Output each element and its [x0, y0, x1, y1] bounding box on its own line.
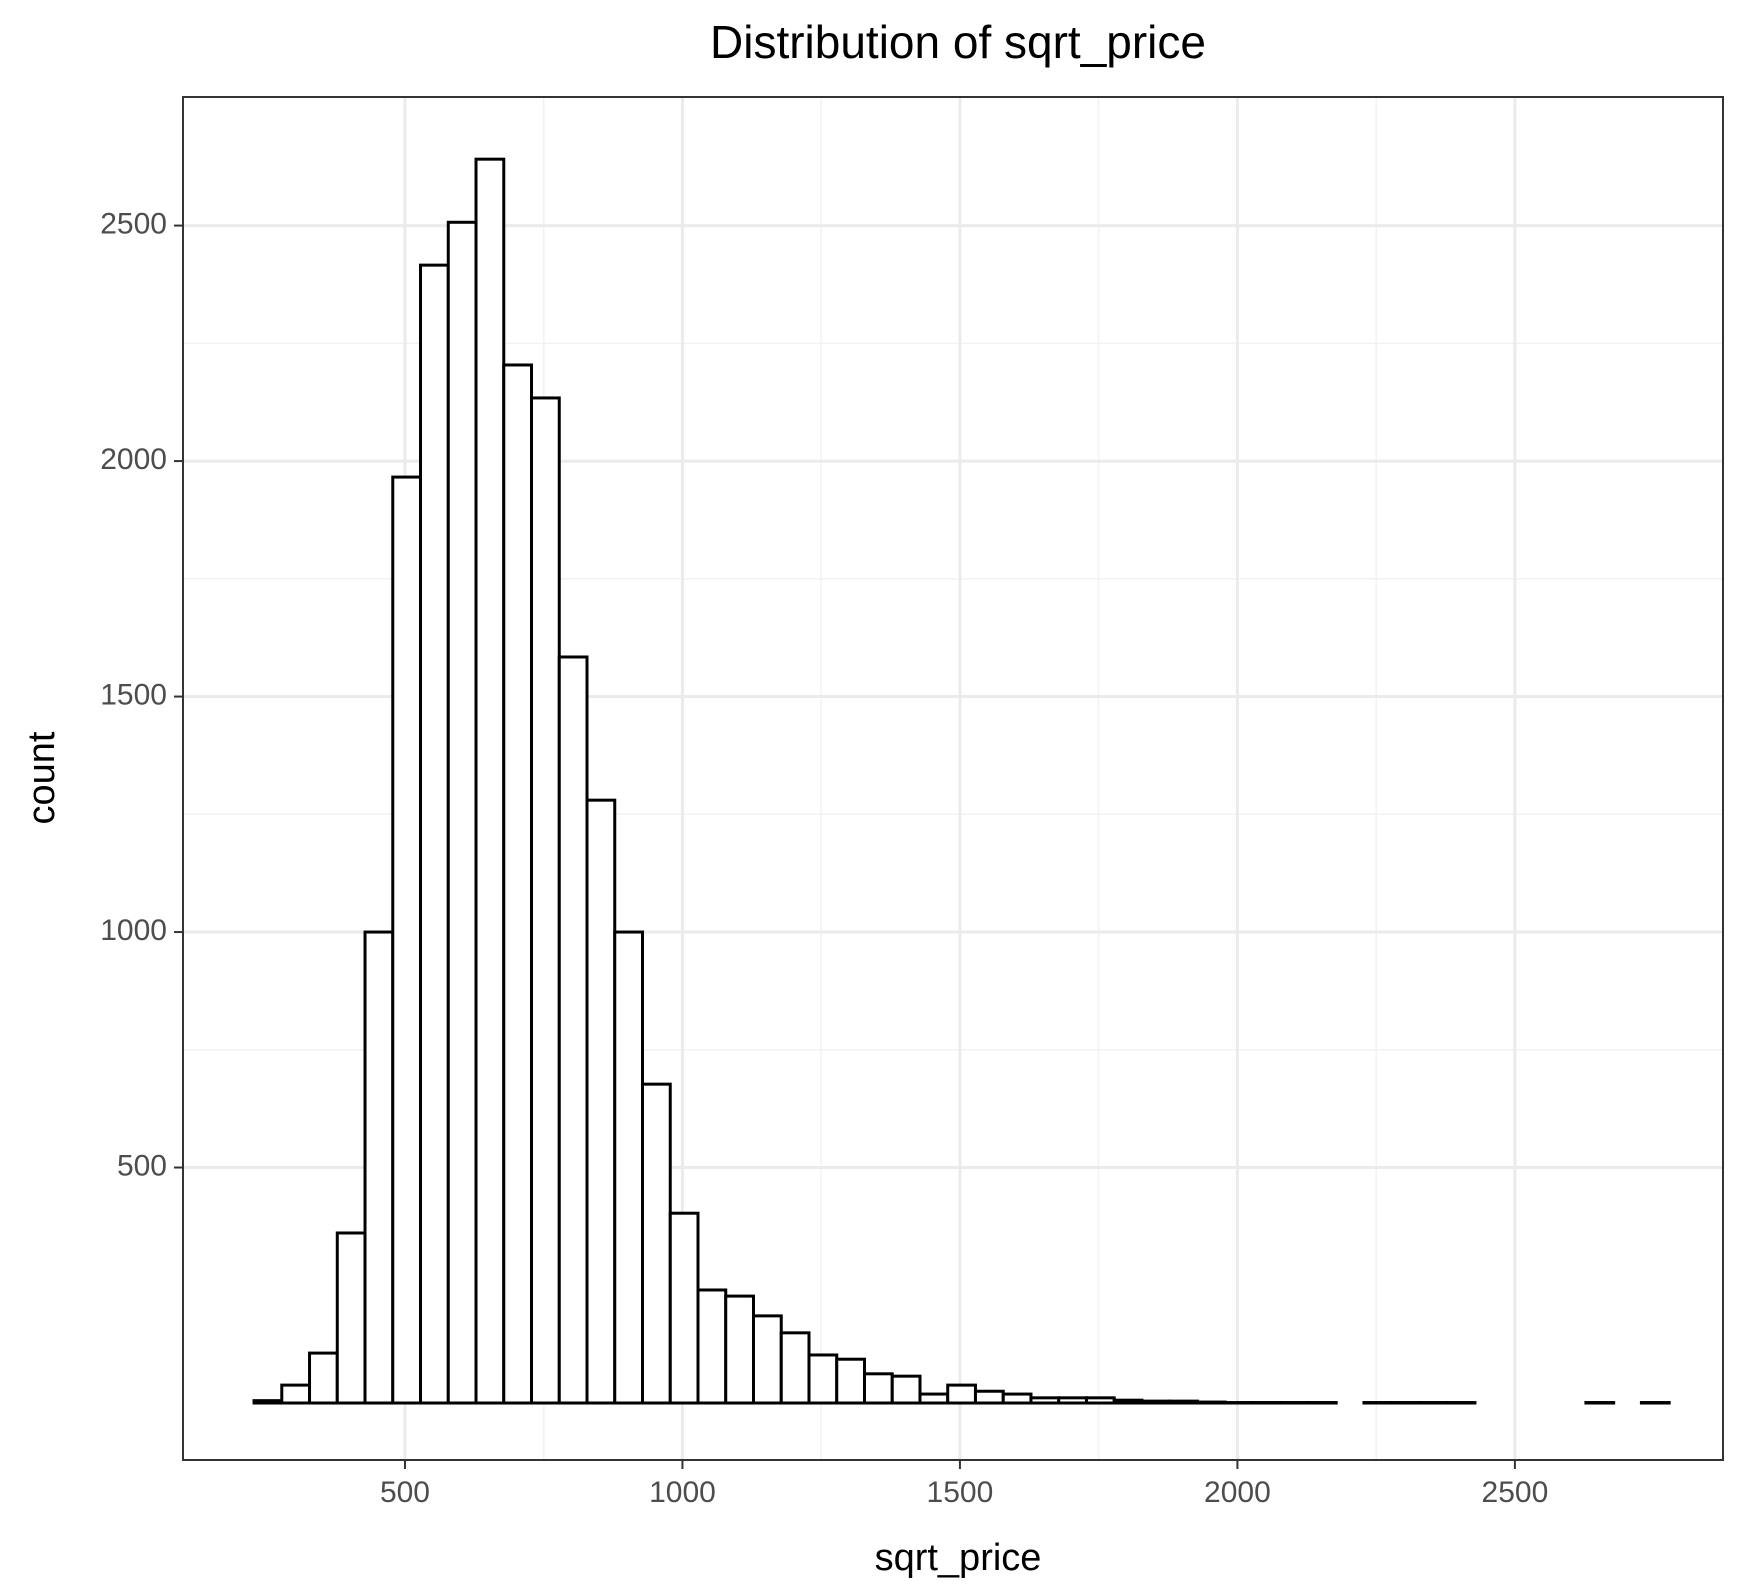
bar: [862, 1372, 894, 1405]
bar: [530, 396, 561, 1405]
chart-title: Distribution of sqrt_price: [710, 16, 1206, 68]
bar: [668, 1211, 700, 1405]
bar: [835, 1357, 866, 1405]
bar: [335, 1231, 367, 1405]
bar: [807, 1353, 839, 1405]
x-axis-label: sqrt_price: [875, 1537, 1042, 1579]
bar: [973, 1389, 1005, 1405]
y-tick-label: 2500: [100, 207, 167, 240]
bar: [1112, 1398, 1144, 1405]
bar: [252, 1399, 284, 1405]
bar: [946, 1383, 977, 1405]
bar: [641, 1082, 672, 1405]
x-tick-label: 1000: [649, 1476, 716, 1509]
y-tick-label: 1500: [100, 678, 167, 711]
bar: [613, 930, 645, 1405]
bar: [1195, 1400, 1227, 1405]
bar: [1057, 1396, 1088, 1405]
x-tick-label: 500: [380, 1476, 430, 1509]
y-axis-label: count: [21, 731, 63, 824]
bar: [890, 1374, 922, 1405]
bar: [502, 363, 534, 1405]
bar: [1001, 1392, 1033, 1405]
bar: [918, 1392, 950, 1405]
bar: [280, 1383, 312, 1405]
bar: [1140, 1399, 1172, 1405]
bar: [779, 1331, 811, 1405]
bar: [1029, 1396, 1061, 1405]
bar: [1084, 1396, 1116, 1405]
x-tick-label: 1500: [927, 1476, 994, 1509]
y-tick-label: 500: [117, 1149, 167, 1182]
bar: [308, 1351, 339, 1405]
bar: [391, 475, 423, 1405]
bar: [751, 1314, 783, 1405]
bar: [557, 655, 589, 1405]
y-tick-label: 1000: [100, 914, 167, 947]
bar: [446, 220, 478, 1405]
bar: [585, 798, 617, 1405]
y-tick-label: 2000: [100, 443, 167, 476]
panel-border: [182, 96, 1724, 1461]
x-tick-label: 2000: [1204, 1476, 1271, 1509]
bar: [419, 263, 450, 1405]
bar: [474, 157, 506, 1405]
bar: [696, 1288, 728, 1405]
bar: [363, 930, 395, 1405]
bar: [724, 1294, 755, 1405]
bar: [1168, 1399, 1199, 1405]
x-tick-label: 2500: [1482, 1476, 1549, 1509]
